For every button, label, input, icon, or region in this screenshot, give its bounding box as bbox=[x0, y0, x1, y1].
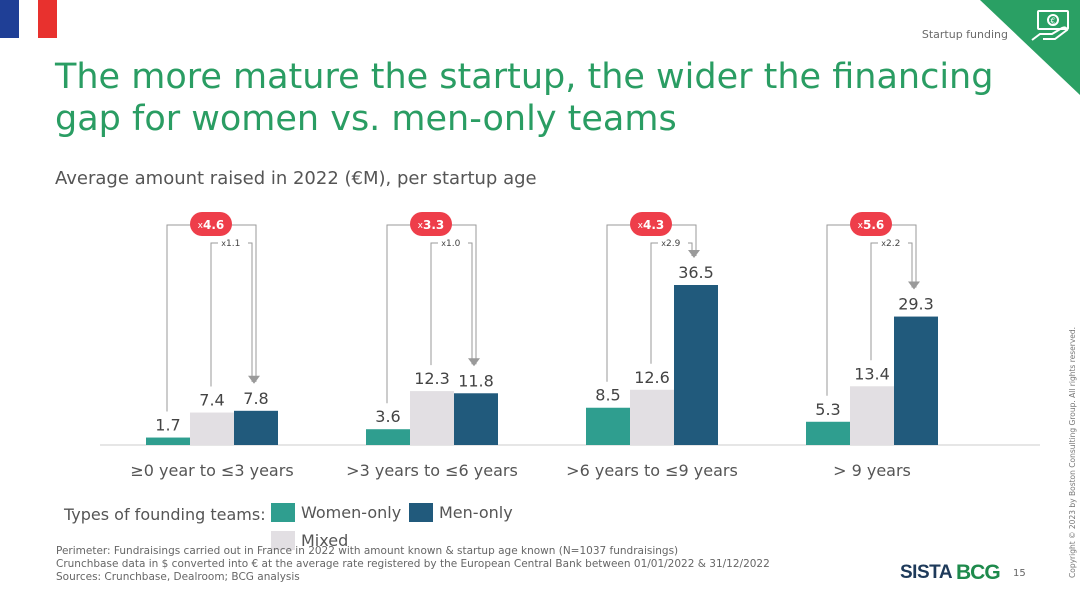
ratio-small-value: 2.9 bbox=[666, 239, 681, 249]
value-label: 7.4 bbox=[199, 391, 224, 410]
ratio-bracket-mixed bbox=[210, 242, 253, 387]
footnote-conversion: Crunchbase data in $ converted into € at… bbox=[56, 558, 770, 570]
ratio-badge-prefix: x bbox=[418, 221, 424, 231]
legend-swatch-women-only bbox=[271, 503, 295, 522]
ratio-arrow-head bbox=[468, 358, 480, 367]
ratio-badge bbox=[410, 212, 452, 236]
ratio-badge bbox=[190, 212, 232, 236]
value-label: 29.3 bbox=[898, 295, 934, 314]
legend-title: Types of founding teams: bbox=[64, 505, 266, 524]
bar-mixed-3 bbox=[630, 389, 674, 445]
page-title: The more mature the startup, the wider t… bbox=[55, 57, 994, 139]
ratio-small-bg bbox=[658, 236, 688, 250]
legend-label-women-only: Women-only bbox=[301, 503, 402, 522]
bar-women-only-2 bbox=[366, 429, 410, 445]
legend-item-women-only: Women-only bbox=[271, 503, 401, 522]
ratio-arrow-head bbox=[908, 281, 920, 290]
bar-mixed-4 bbox=[850, 386, 894, 445]
ratio-arrow-head bbox=[248, 375, 260, 384]
sista-logo: SISTA bbox=[900, 562, 953, 583]
x-tick-label: >3 years to ≤6 years bbox=[346, 461, 518, 480]
value-label: 8.5 bbox=[595, 386, 620, 405]
bar-men-only-2 bbox=[454, 393, 498, 445]
value-label: 36.5 bbox=[678, 263, 714, 282]
page-number: 15 bbox=[1013, 568, 1026, 579]
value-label: 3.6 bbox=[375, 407, 400, 426]
legend-swatch-men-only bbox=[409, 503, 433, 522]
ratio-small-value: 1.0 bbox=[446, 239, 461, 249]
ratio-small-prefix: x bbox=[661, 239, 666, 248]
ratio-badge-value: 3.3 bbox=[423, 218, 444, 232]
ratio-bracket-mixed bbox=[430, 242, 473, 366]
ratio-arrow-head bbox=[688, 250, 700, 258]
x-tick-label: ≥0 year to ≤3 years bbox=[130, 461, 293, 480]
ratio-badge-prefix: x bbox=[638, 221, 644, 231]
bcg-logo: BCG bbox=[956, 561, 1001, 584]
footnotes: Perimeter: Fundraisings carried out in F… bbox=[56, 545, 770, 584]
ratio-badge bbox=[850, 212, 892, 236]
x-tick-label: >6 years to ≤9 years bbox=[566, 461, 738, 480]
value-label: 12.6 bbox=[634, 368, 670, 387]
footnote-perimeter: Perimeter: Fundraisings carried out in F… bbox=[56, 545, 679, 557]
value-label: 12.3 bbox=[414, 369, 450, 388]
ratio-badge-prefix: x bbox=[198, 221, 204, 231]
ratio-badge bbox=[630, 212, 672, 236]
bar-men-only-4 bbox=[894, 316, 938, 445]
legend-item-mixed: Mixed bbox=[271, 531, 348, 550]
value-label: 7.8 bbox=[243, 389, 268, 408]
bar-women-only-1 bbox=[146, 437, 190, 445]
bar-mixed-1 bbox=[190, 412, 234, 445]
footnote-sources: Sources: Crunchbase, Dealroom; BCG analy… bbox=[56, 571, 300, 583]
value-label: 13.4 bbox=[854, 364, 890, 383]
ratio-small-value: 1.1 bbox=[226, 239, 240, 249]
ratio-badge-value: 5.6 bbox=[863, 218, 884, 232]
ratio-small-value: 2.2 bbox=[886, 239, 900, 249]
french-flag-icon bbox=[0, 0, 57, 38]
legend-label-men-only: Men-only bbox=[439, 503, 513, 522]
x-tick-label: > 9 years bbox=[833, 461, 911, 480]
legend-label-mixed: Mixed bbox=[301, 531, 349, 550]
value-label: 5.3 bbox=[815, 400, 840, 419]
svg-text:€: € bbox=[1050, 17, 1055, 26]
bar-women-only-3 bbox=[586, 407, 630, 445]
legend-swatch-mixed bbox=[271, 531, 295, 550]
bar-women-only-4 bbox=[806, 421, 850, 445]
chart-subtitle: Average amount raised in 2022 (€M), per … bbox=[55, 168, 537, 189]
ratio-small-prefix: x bbox=[221, 239, 226, 248]
ratio-small-prefix: x bbox=[881, 239, 886, 248]
money-hand-icon: € bbox=[980, 0, 1080, 95]
value-label: 1.7 bbox=[155, 416, 180, 435]
bar-men-only-1 bbox=[234, 410, 278, 445]
legend-item-men-only: Men-only bbox=[409, 503, 513, 522]
section-label: Startup funding bbox=[921, 28, 1008, 41]
ratio-small-prefix: x bbox=[441, 239, 446, 248]
ratio-badge-value: 4.6 bbox=[203, 218, 224, 232]
bar-men-only-3 bbox=[674, 285, 718, 445]
ratio-small-bg bbox=[878, 236, 908, 250]
copyright-notice: Copyright © 2023 by Boston Consulting Gr… bbox=[1068, 326, 1077, 578]
ratio-badge-prefix: x bbox=[858, 221, 864, 231]
value-label: 11.8 bbox=[458, 371, 494, 390]
bar-mixed-2 bbox=[410, 391, 454, 445]
ratio-badge-value: 4.3 bbox=[643, 218, 664, 232]
ratio-small-bg bbox=[218, 236, 248, 250]
ratio-small-bg bbox=[438, 236, 468, 250]
